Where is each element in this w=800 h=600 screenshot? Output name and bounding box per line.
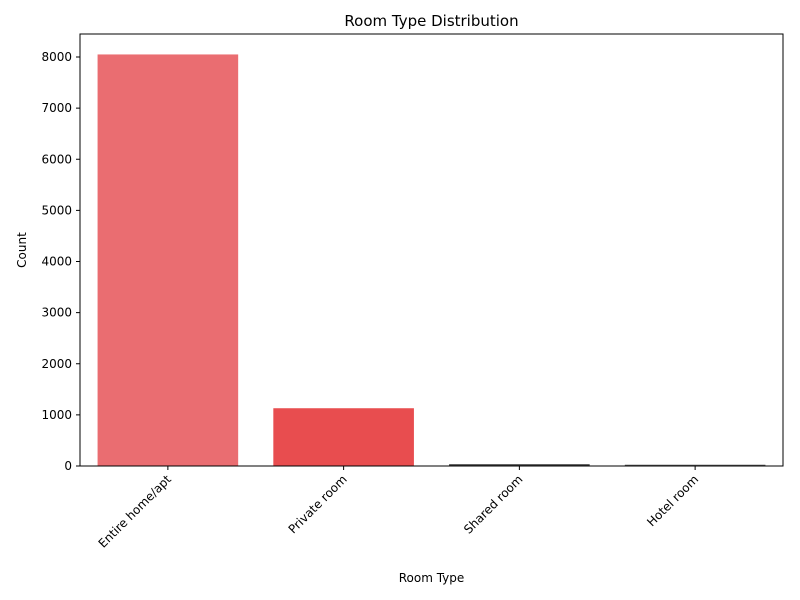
chart-title: Room Type Distribution xyxy=(344,12,518,30)
bar-entire-home-apt xyxy=(97,54,239,466)
y-axis-label: Count xyxy=(15,232,29,268)
bar-shared-room xyxy=(449,464,590,466)
x-axis-ticks: Entire home/apt Private room Shared room Ho… xyxy=(96,466,701,551)
x-tick-label: Entire home/apt xyxy=(96,472,175,551)
x-tick-label: Shared room xyxy=(461,472,525,536)
y-tick-label: 2000 xyxy=(41,357,72,371)
y-axis-ticks: 0 1000 2000 3000 4000 5000 6000 7000 8000 xyxy=(41,50,80,473)
y-tick-label: 4000 xyxy=(41,255,72,269)
y-tick-label: 0 xyxy=(64,459,72,473)
bars-group xyxy=(97,54,766,466)
bar-private-room xyxy=(273,408,414,466)
y-tick-label: 1000 xyxy=(41,408,72,422)
y-tick-label: 5000 xyxy=(41,203,72,217)
y-tick-label: 7000 xyxy=(41,101,72,115)
y-tick-label: 8000 xyxy=(41,50,72,64)
bar-hotel-room xyxy=(624,464,766,466)
plot-frame xyxy=(79,33,784,467)
x-axis-label: Room Type xyxy=(399,571,465,585)
y-tick-label: 6000 xyxy=(41,152,72,166)
x-tick-label: Hotel room xyxy=(644,472,701,529)
x-tick-label: Private room xyxy=(286,472,350,536)
y-tick-label: 3000 xyxy=(41,306,72,320)
